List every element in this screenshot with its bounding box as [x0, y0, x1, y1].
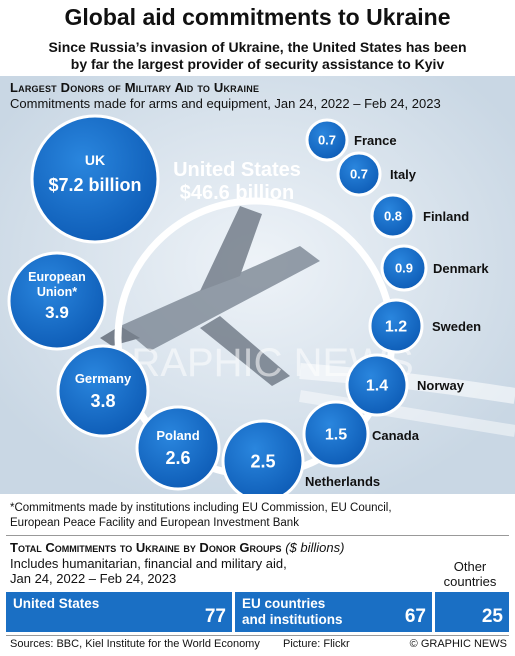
bar-value-eu-countries: 67	[404, 606, 426, 627]
other-countries-label: Other countries	[432, 559, 508, 589]
section2-subheading: Includes humanitarian, financial and mil…	[10, 556, 310, 586]
other-label-line-1: Other	[453, 559, 487, 574]
bar-segment-other-countries: 25	[435, 592, 509, 632]
bubble-uk	[30, 114, 160, 244]
bubble-value-finland: 0.8	[384, 209, 402, 224]
donor-group-bar: United States 77 EU countries and instituti…	[6, 592, 509, 632]
bar-segment-united-states: United States 77	[6, 592, 232, 632]
footnote: *Commitments made by institutions includ…	[10, 501, 505, 531]
bubble-value-france: 0.7	[318, 133, 336, 148]
us-value-label: $46.6 billion	[180, 182, 294, 204]
bubble-layer: United States$46.6 billion UK $7.2 billion…	[7, 114, 489, 494]
bubble-value-european-union: 3.9	[45, 303, 69, 322]
bubble-value-uk: $7.2 billion	[48, 175, 141, 195]
bubble-italy	[336, 151, 382, 197]
bubble-sweden	[368, 298, 424, 354]
footnote-line-2: European Peace Facility and European Inv…	[10, 517, 299, 529]
bubble-value-netherlands: 2.5	[250, 451, 275, 471]
bubble-name-france: France	[354, 133, 397, 148]
bubble-netherlands	[221, 419, 305, 494]
bubble-name-poland: Poland	[156, 428, 199, 443]
bubble-value-germany: 3.8	[90, 391, 115, 411]
footnote-line-1: *Commitments made by institutions includ…	[10, 502, 392, 514]
section2-title: Total Commitments to Ukraine by Donor Gr…	[10, 540, 282, 555]
section2-heading: Total Commitments to Ukraine by Donor Gr…	[10, 540, 344, 555]
bubble-name-netherlands: Netherlands	[305, 474, 380, 489]
us-label: United States	[173, 159, 301, 181]
picture-credit: Picture: Flickr	[283, 638, 350, 650]
page-title: Global aid commitments to Ukraine	[64, 4, 451, 30]
copyright: © GRAPHIC NEWS	[409, 638, 507, 650]
bubble-france	[305, 118, 349, 162]
bubble-name-european-union-2: Union*	[37, 285, 77, 299]
section2-sub-line-2: Jan 24, 2022 – Feb 24, 2023	[10, 571, 177, 586]
bar-segment-eu-countries: EU countries and institutions 67	[235, 592, 432, 632]
section1-heading: Largest Donors of Military Aid to Ukrain…	[10, 80, 260, 95]
bubble-name-italy: Italy	[390, 167, 417, 182]
bar-value-united-states: 77	[204, 606, 226, 627]
bubble-name-canada: Canada	[372, 428, 420, 443]
bar-label-united-states: United States	[13, 596, 100, 611]
page-subtitle: Since Russia’s invasion of Ukraine, the …	[10, 39, 505, 73]
bubble-value-denmark: 0.9	[395, 261, 413, 276]
military-aid-bubble-chart: GRAPHIC NEWS United States$46.6 billionU…	[0, 76, 515, 494]
subtitle-line-2: by far the largest provider of security …	[70, 56, 445, 72]
bubble-germany	[56, 344, 150, 438]
bubble-name-norway: Norway	[417, 378, 465, 393]
bubble-name-denmark: Denmark	[433, 261, 489, 276]
bubble-value-poland: 2.6	[165, 448, 190, 468]
military-aid-panel: GRAPHIC NEWS United States $46.6 billion U…	[0, 76, 515, 494]
bubble-norway	[345, 353, 409, 417]
section-divider	[6, 535, 509, 536]
bubble-finland	[370, 193, 416, 239]
jet-icon	[100, 206, 515, 437]
bubble-canada	[302, 400, 370, 468]
section1-subheading: Commitments made for arms and equipment,…	[10, 96, 441, 111]
bubble-value-sweden: 1.2	[385, 319, 407, 336]
bubble-name-germany: Germany	[75, 371, 132, 386]
bubble-name-uk: UK	[85, 152, 105, 168]
bar-label-eu-countries: EU countries and institutions	[242, 596, 343, 627]
other-label-line-2: countries	[443, 574, 497, 589]
footer-divider	[6, 635, 509, 636]
bubble-value-norway: 1.4	[366, 378, 388, 395]
bubble-european-union	[7, 251, 107, 351]
section2-unit: ($ billions)	[285, 540, 345, 555]
bubble-name-european-union-1: European	[28, 270, 86, 284]
bubble-name-finland: Finland	[423, 209, 469, 224]
bubble-denmark	[380, 244, 428, 292]
bar-value-other-countries: 25	[481, 606, 503, 627]
section2-sub-line-1: Includes humanitarian, financial and mil…	[10, 556, 287, 571]
subtitle-line-1: Since Russia’s invasion of Ukraine, the …	[48, 39, 467, 55]
bubble-value-canada: 1.5	[325, 427, 347, 444]
bubble-poland	[135, 405, 221, 491]
sources: Sources: BBC, Kiel Institute for the Wor…	[10, 638, 260, 650]
bubble-name-sweden: Sweden	[432, 319, 481, 334]
bubble-value-italy: 0.7	[350, 167, 368, 182]
